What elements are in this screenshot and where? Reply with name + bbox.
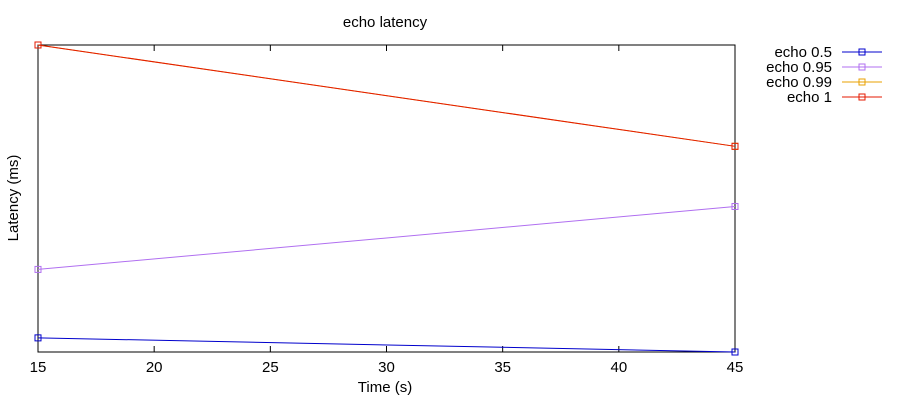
legend-label: echo 0.95 [766, 59, 832, 76]
x-axis-ticks: 15 20 25 30 35 40 45 [30, 45, 744, 376]
x-tick-label: 30 [378, 359, 395, 376]
data-point [731, 142, 739, 150]
plot-frame [37, 44, 736, 353]
legend-swatch-marker [858, 48, 866, 56]
data-point [34, 265, 42, 273]
legend-swatch-marker [858, 63, 866, 71]
legend-label: echo 0.99 [766, 74, 832, 91]
series-line [37, 44, 736, 147]
series-echo-0-95 [34, 202, 739, 273]
chart-title: echo latency [343, 14, 428, 31]
legend-item: echo 0.5 [774, 44, 882, 61]
legend-item: echo 1 [787, 89, 882, 106]
data-point [731, 348, 739, 356]
x-tick-label: 15 [30, 359, 47, 376]
series-line [37, 337, 736, 353]
data-point [34, 41, 42, 49]
x-tick-label: 45 [727, 359, 744, 376]
series-echo-1 [34, 41, 739, 150]
x-axis-label: Time (s) [358, 379, 412, 396]
legend-item: echo 0.99 [766, 74, 882, 91]
series-echo-0-5 [34, 334, 739, 356]
x-tick-label: 20 [146, 359, 163, 376]
series-line [37, 205, 736, 270]
legend-swatch-marker [858, 93, 866, 101]
legend-item: echo 0.95 [766, 59, 882, 76]
legend-swatch-marker [858, 78, 866, 86]
data-point [34, 334, 42, 342]
x-tick-label: 35 [494, 359, 511, 376]
data-point [731, 202, 739, 210]
legend-label: echo 0.5 [774, 44, 832, 61]
x-tick-label: 25 [262, 359, 279, 376]
x-tick-label: 40 [610, 359, 627, 376]
series-layer [34, 41, 739, 356]
legend-label: echo 1 [787, 89, 832, 106]
y-axis-label: Latency (ms) [5, 155, 22, 242]
